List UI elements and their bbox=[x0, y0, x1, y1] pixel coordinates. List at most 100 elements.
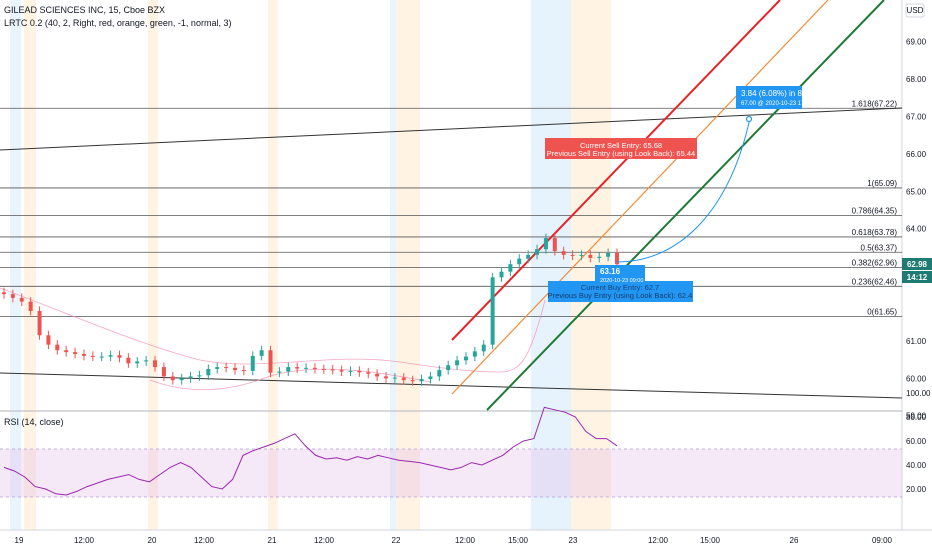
rsi-tick-label: 100.00 bbox=[906, 389, 931, 398]
indicator-title: LRTC 0.2 (40, 2, Right, red, orange, gre… bbox=[4, 18, 231, 28]
sell-entry-previous: Previous Sell Entry (using Look Back): 6… bbox=[547, 149, 695, 158]
rsi-tick-label: 80.00 bbox=[906, 413, 927, 422]
candle-body bbox=[37, 310, 42, 336]
candle-body bbox=[543, 238, 548, 250]
rsi-tick-label: 60.00 bbox=[906, 437, 927, 446]
candle-body bbox=[197, 375, 202, 377]
candle-body bbox=[401, 377, 406, 381]
candle-body bbox=[597, 256, 602, 258]
currency-label: USD bbox=[907, 6, 924, 15]
candle-body bbox=[90, 355, 95, 357]
candle-body bbox=[250, 355, 255, 371]
candle-body bbox=[481, 344, 486, 352]
time-tick-label: 26 bbox=[790, 536, 799, 545]
candle-body bbox=[135, 361, 140, 364]
candle-body bbox=[188, 376, 193, 379]
upper-channel-line[interactable] bbox=[451, 0, 781, 341]
candle-body bbox=[535, 249, 540, 255]
candle-body bbox=[312, 367, 317, 369]
projection-curve bbox=[616, 117, 751, 263]
rsi-tick-label: 40.00 bbox=[906, 461, 927, 470]
rsi-title: RSI (14, close) bbox=[4, 417, 64, 427]
price-tick-label: 67.00 bbox=[906, 113, 927, 122]
target-tooltip-time: 67.00 @ 2020-10-23 17:15 bbox=[741, 101, 813, 107]
time-tick-label: 09:00 bbox=[872, 536, 893, 545]
fib-level-label: 1.618(67.22) bbox=[852, 99, 898, 108]
candle-body bbox=[472, 351, 477, 357]
rsi-tick-label: 20.00 bbox=[906, 485, 927, 494]
candle-body bbox=[144, 360, 149, 362]
candle-body bbox=[206, 368, 211, 376]
target-marker[interactable] bbox=[745, 115, 753, 123]
time-tick-label: 20 bbox=[148, 536, 157, 545]
time-tick-label: 12:00 bbox=[648, 536, 669, 545]
candle-body bbox=[579, 254, 584, 256]
price-tick-label: 60.00 bbox=[906, 374, 927, 383]
candle-body bbox=[357, 370, 362, 373]
countdown-value: 14:12 bbox=[907, 273, 928, 282]
candle-body bbox=[268, 350, 273, 373]
candle-body bbox=[330, 369, 335, 371]
price-tick-label: 66.00 bbox=[906, 150, 927, 159]
fib-level-label: 0.236(62.46) bbox=[852, 277, 898, 286]
fib-level-label: 0.618(63.78) bbox=[852, 228, 898, 237]
fibonacci-levels: 1.618(67.22) 1(65.09) 0.786(64.35) 0.618(63… bbox=[0, 99, 902, 317]
candle-body bbox=[606, 253, 611, 257]
currency-badge[interactable] bbox=[905, 3, 925, 18]
lower-channel-line[interactable] bbox=[486, 0, 885, 411]
price-tooltip-time: 2020-10-23 09:00 bbox=[600, 278, 643, 284]
candle-body bbox=[304, 367, 309, 369]
candle-body bbox=[366, 372, 371, 374]
candle-body bbox=[552, 238, 557, 252]
price-tick-label: 69.00 bbox=[906, 38, 927, 47]
candle-body bbox=[437, 370, 442, 377]
target-tooltip-change: 3.84 (6.08%) in 8h 15m bbox=[741, 89, 824, 98]
candle-body bbox=[384, 376, 389, 379]
price-tick-label: 61.00 bbox=[906, 337, 927, 346]
buy-entry-annotation[interactable]: Current Buy Entry: 62.7 Previous Buy Ent… bbox=[548, 281, 693, 302]
target-tooltip[interactable]: 3.84 (6.08%) in 8h 15m 67.00 @ 2020-10-2… bbox=[736, 86, 824, 123]
price-axis[interactable]: USD 69.0068.0067.0066.0065.0064.0063.006… bbox=[902, 3, 932, 421]
candle-body bbox=[419, 379, 424, 382]
candle-body bbox=[508, 264, 513, 272]
candle-body bbox=[392, 377, 397, 379]
buy-entry-previous: Previous Buy Entry (using Look Back): 62… bbox=[548, 291, 693, 300]
candle-body bbox=[499, 271, 504, 278]
candle-body bbox=[321, 368, 326, 370]
candle-body bbox=[410, 380, 415, 382]
candle-body bbox=[490, 277, 495, 345]
candle-body bbox=[428, 376, 433, 380]
candle-body bbox=[215, 367, 220, 369]
candle-body bbox=[170, 376, 175, 381]
candle-body bbox=[28, 301, 33, 311]
time-tick-label: 22 bbox=[392, 536, 401, 545]
lower-trend-line[interactable] bbox=[0, 372, 903, 399]
time-tick-label: 23 bbox=[569, 536, 578, 545]
last-price-value: 62.98 bbox=[907, 260, 928, 269]
candlesticks bbox=[2, 233, 619, 386]
price-tooltip[interactable]: 63.16 2020-10-23 09:00 bbox=[595, 265, 645, 285]
time-axis[interactable]: 19 12:00 20 12:00 21 12:00 22 12:00 15:00 23 12:00… bbox=[15, 536, 893, 545]
session-highlights bbox=[10, 0, 611, 530]
rsi-line bbox=[3, 406, 618, 496]
candle-body bbox=[153, 360, 158, 368]
upper-trend-line[interactable] bbox=[0, 107, 903, 151]
candle-body bbox=[126, 357, 131, 364]
countdown-tag bbox=[902, 271, 932, 283]
candle-body bbox=[224, 367, 229, 369]
price-tick-label: 64.00 bbox=[906, 225, 927, 234]
candle-body bbox=[55, 344, 60, 351]
candle-body bbox=[117, 355, 122, 358]
candle-body bbox=[561, 251, 566, 255]
candle-body bbox=[2, 292, 6, 295]
sell-entry-current: Current Sell Entry: 65.68 bbox=[580, 141, 662, 150]
rsi-pane[interactable]: RSI (14, close) 100.00 80.00 60.00 40.00 20.… bbox=[0, 389, 931, 498]
candle-body bbox=[259, 350, 264, 356]
middle-channel-line[interactable] bbox=[451, 0, 829, 395]
time-tick-label: 12:00 bbox=[455, 536, 476, 545]
sell-entry-annotation[interactable]: Current Sell Entry: 65.68 Previous Sell … bbox=[545, 138, 697, 159]
price-tooltip-value: 63.16 bbox=[600, 267, 621, 276]
time-tick-label: 15:00 bbox=[508, 536, 529, 545]
candle-body bbox=[375, 373, 380, 377]
